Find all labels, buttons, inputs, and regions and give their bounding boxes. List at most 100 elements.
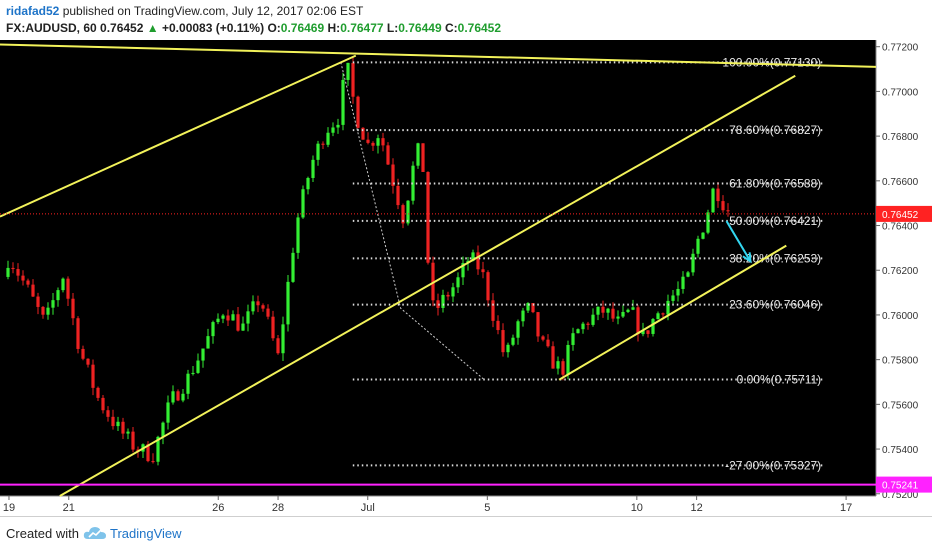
candle-body: [166, 402, 170, 423]
chart-header: ridafad52 published on TradingView.com, …: [0, 0, 932, 40]
candle-body: [696, 238, 700, 254]
candle-body: [256, 301, 260, 306]
price-chart[interactable]: 0.77200 0.77000 0.76800 0.76600 0.76400 0.762…: [0, 40, 932, 516]
y-tick-label: 0.75200: [882, 490, 919, 501]
fib-level-label: 78.60%(0.76827): [729, 123, 821, 137]
close-label: C:: [444, 21, 458, 35]
candle-body: [346, 62, 350, 80]
candle-body: [546, 339, 550, 347]
candle-body: [381, 138, 385, 146]
support-price-tag: [876, 476, 932, 493]
low-label: L:: [386, 21, 399, 35]
candle-body: [446, 294, 450, 297]
candle-body: [171, 391, 175, 403]
candle-body: [536, 312, 540, 337]
candle-body: [691, 253, 695, 273]
candle-body: [491, 300, 495, 321]
candle-body: [296, 217, 300, 253]
low-value: 0.76449: [398, 21, 442, 35]
y-tick-label: 0.76600: [882, 177, 919, 188]
candle-body: [216, 318, 220, 323]
symbol-info: FX:AUDUSD, 60 0.76452 ▲ +0.00083 (+0.11%…: [6, 20, 501, 36]
candle-body: [486, 272, 490, 301]
candle-body: [501, 330, 505, 353]
candle-body: [206, 336, 210, 349]
candle-body: [646, 330, 650, 334]
open-value: 0.76469: [280, 21, 325, 35]
candle-body: [126, 431, 130, 434]
y-tick-label: 0.76800: [882, 132, 919, 143]
current-price-tag: [876, 205, 932, 222]
candle-body: [201, 348, 205, 361]
candle-body: [101, 397, 105, 411]
candle-body: [426, 171, 430, 263]
candle-body: [606, 308, 610, 313]
candle-body: [271, 316, 275, 339]
high-label: H:: [327, 21, 341, 35]
symbol-label[interactable]: FX:AUDUSD, 60: [6, 21, 97, 35]
candle-body: [516, 321, 520, 338]
fib-level-label: 100.00%(0.77130): [722, 55, 821, 69]
candle-body: [721, 201, 725, 211]
candle-body: [521, 310, 525, 322]
candle-body: [686, 272, 690, 277]
candle-body: [261, 305, 265, 309]
candle-body: [246, 311, 250, 324]
candle-body: [701, 232, 705, 239]
candle-body: [96, 387, 100, 398]
time-axis-background: [0, 496, 932, 516]
change-up-icon: ▲: [146, 21, 159, 35]
arrow-head-icon: [742, 252, 752, 264]
x-tick-label: 10: [631, 502, 643, 514]
y-tick-label: 0.75400: [882, 445, 919, 456]
candle-body: [351, 62, 355, 97]
fib-level-label: 50.00%(0.76421): [729, 214, 821, 228]
y-tick-label: 0.75800: [882, 356, 919, 367]
candle-body: [326, 132, 330, 145]
candle-body: [321, 143, 325, 145]
x-tick-label: Jul: [361, 502, 375, 514]
candle-body: [611, 308, 615, 319]
support-price-label: 0.75241: [882, 481, 919, 492]
trend-line: [0, 54, 357, 218]
candle-body: [111, 416, 115, 427]
candle-body: [436, 300, 440, 308]
author-link[interactable]: ridafad52: [6, 4, 60, 18]
candle-body: [666, 300, 670, 315]
candle-body: [56, 290, 60, 301]
x-tick-label: 17: [840, 502, 852, 514]
candle-body: [131, 431, 135, 450]
candle-body: [566, 344, 570, 375]
candle-body: [276, 338, 280, 354]
candle-body: [81, 348, 85, 359]
candle-body: [281, 324, 285, 354]
footer: Created with TradingView: [0, 516, 932, 551]
candle-body: [161, 422, 165, 437]
candle-body: [556, 361, 560, 369]
candle-body: [106, 410, 110, 417]
candle-body: [411, 165, 415, 201]
fib-level-label: 38.20%(0.76253): [729, 251, 821, 265]
candle-body: [586, 323, 590, 325]
candle-body: [116, 421, 120, 427]
candle-body: [541, 336, 545, 340]
current-price-label: 0.76452: [882, 210, 919, 221]
candle-body: [551, 346, 555, 369]
tradingview-brand-link[interactable]: TradingView: [110, 526, 182, 541]
candle-body: [16, 269, 20, 276]
y-tick-label: 0.76400: [882, 222, 919, 233]
candle-body: [616, 316, 620, 319]
candle-body: [391, 164, 395, 186]
candle-body: [571, 333, 575, 345]
candle-body: [331, 127, 335, 133]
candle-body: [661, 313, 665, 315]
candle-body: [471, 252, 475, 261]
candle-body: [386, 145, 390, 165]
candle-body: [431, 262, 435, 301]
x-tick-label: 21: [63, 502, 75, 514]
candle-body: [196, 360, 200, 373]
candle-body: [26, 280, 30, 285]
candle-body: [301, 189, 305, 218]
candle-body: [181, 393, 185, 401]
candle-body: [576, 329, 580, 334]
